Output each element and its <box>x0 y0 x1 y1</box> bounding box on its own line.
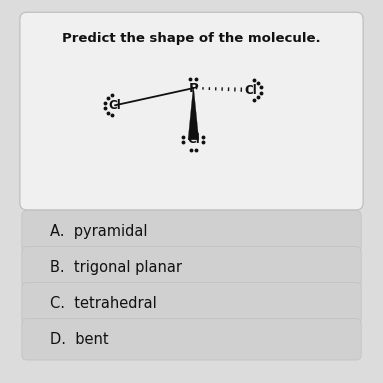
Text: D.  bent: D. bent <box>50 332 108 347</box>
FancyBboxPatch shape <box>22 283 361 324</box>
Text: P: P <box>188 82 198 95</box>
FancyBboxPatch shape <box>22 211 361 252</box>
Text: Predict the shape of the molecule.: Predict the shape of the molecule. <box>62 32 321 45</box>
Polygon shape <box>188 88 199 140</box>
Text: Cl: Cl <box>187 133 200 146</box>
FancyBboxPatch shape <box>22 319 361 360</box>
Text: B.  trigonal planar: B. trigonal planar <box>50 260 182 275</box>
FancyBboxPatch shape <box>22 247 361 288</box>
Text: Cl: Cl <box>108 99 121 112</box>
Text: A.  pyramidal: A. pyramidal <box>50 224 147 239</box>
FancyBboxPatch shape <box>20 12 363 210</box>
Text: Cl: Cl <box>244 83 257 97</box>
Text: C.  tetrahedral: C. tetrahedral <box>50 296 157 311</box>
